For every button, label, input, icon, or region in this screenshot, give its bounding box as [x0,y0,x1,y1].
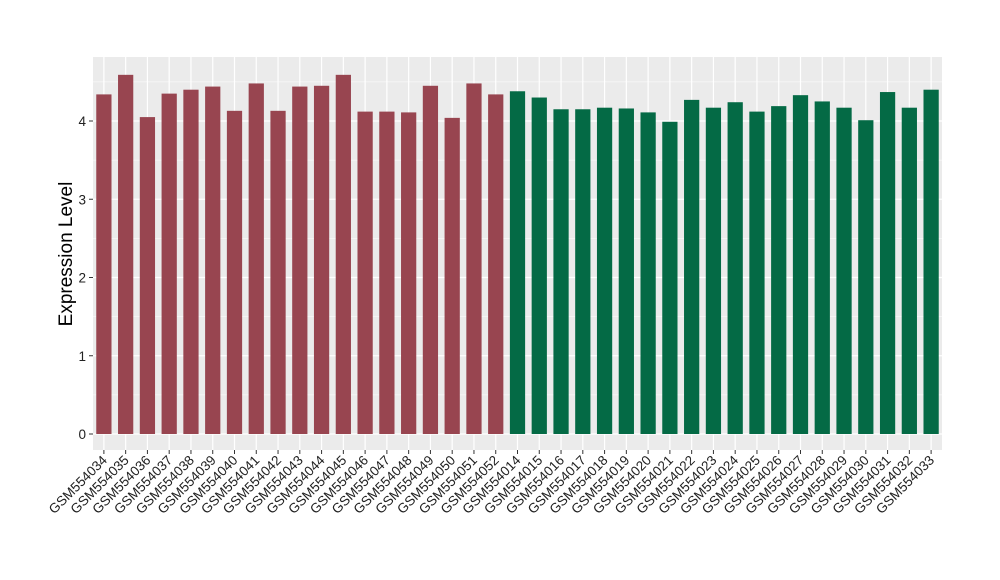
bar-GSM554014 [509,91,526,434]
bar-GSM554036 [139,117,156,435]
x-axis: GSM554034GSM554035GSM554036GSM554037GSM5… [46,450,937,517]
bar-GSM554020 [640,112,656,434]
bar-GSM554027 [792,95,809,435]
bar-GSM554024 [727,102,743,434]
y-tick-label: 3 [78,192,86,207]
bar-GSM554031 [879,92,896,435]
bar-GSM554049 [422,85,439,434]
bar-GSM554040 [226,110,243,434]
bar-GSM554026 [771,106,787,434]
bars [96,74,939,435]
bar-GSM554015 [531,97,547,435]
bar-GSM554046 [357,111,373,435]
bar-GSM554029 [836,107,852,434]
bar-GSM554017 [575,109,591,434]
bar-GSM554028 [814,101,830,434]
bar-GSM554048 [401,112,417,434]
bar-GSM554022 [684,99,700,434]
bar-GSM554034 [96,94,112,435]
bar-GSM554047 [379,111,395,435]
bar-GSM554021 [662,121,678,434]
bar-GSM554051 [466,83,482,434]
bar-GSM554044 [313,85,330,434]
bar-GSM554030 [858,120,874,434]
bar-GSM554043 [292,86,308,434]
bar-GSM554019 [618,108,634,434]
bar-GSM554052 [488,94,504,435]
bar-GSM554038 [183,89,199,434]
bar-GSM554025 [749,111,765,435]
bar-GSM554042 [270,110,286,434]
bar-GSM554016 [553,109,569,434]
bar-GSM554037 [161,93,177,435]
bar-GSM554045 [335,74,351,435]
bar-GSM554041 [248,83,264,434]
bar-GSM554023 [705,107,722,434]
bar-GSM554035 [118,74,134,435]
y-axis: 0 1 2 3 4 [78,114,93,442]
bar-GSM554033 [923,89,939,434]
bar-GSM554018 [596,107,613,434]
y-tick-label: 0 [78,427,86,442]
y-tick-label: 4 [78,114,86,129]
y-tick-label: 1 [78,349,86,364]
bar-GSM554050 [444,117,460,435]
bar-GSM554039 [205,86,221,434]
y-tick-label: 2 [78,271,86,286]
bar-GSM554032 [901,107,917,434]
y-axis-title: Expression Level [56,182,77,327]
